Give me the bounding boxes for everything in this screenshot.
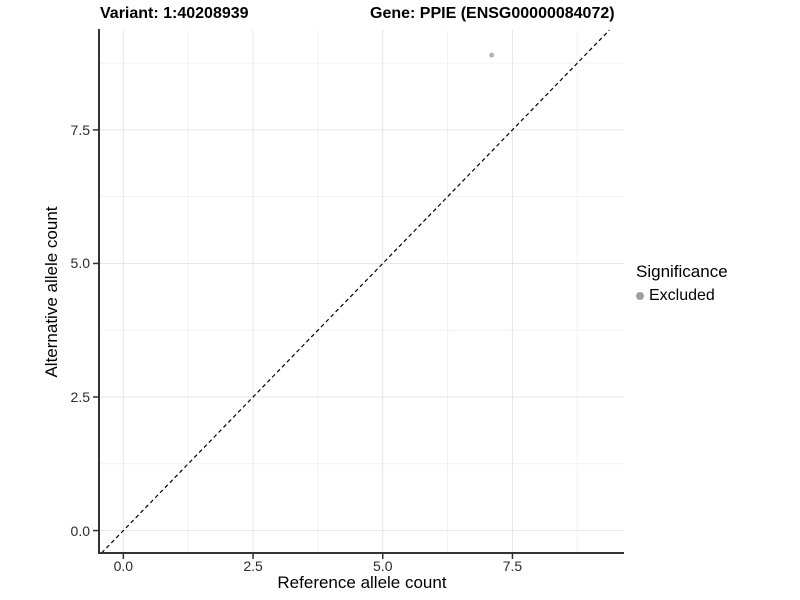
variant-title: Variant: 1:40208939 xyxy=(100,5,249,22)
x-tick-label: 2.5 xyxy=(243,558,263,574)
data-point-excluded xyxy=(489,52,495,58)
x-tick-label: 0.0 xyxy=(113,558,134,574)
legend-item-excluded: Excluded xyxy=(636,287,728,305)
x-tick-label: 5.0 xyxy=(373,558,393,574)
x-axis-label: Reference allele count xyxy=(277,573,447,592)
excluded-point-icon xyxy=(636,292,644,300)
y-tick-label: 5.0 xyxy=(70,255,90,272)
legend-item-label: Excluded xyxy=(649,287,715,304)
y-tick-label: 2.5 xyxy=(70,389,90,405)
y-tick-label: 7.5 xyxy=(70,121,90,138)
identity-line xyxy=(101,29,610,554)
gene-title: Gene: PPIE (ENSG00000084072) xyxy=(370,5,615,22)
legend: Significance Excluded xyxy=(636,262,728,305)
y-tick-label: 0.0 xyxy=(70,522,90,539)
legend-title: Significance xyxy=(636,262,728,281)
x-tick-label: 7.5 xyxy=(502,558,523,574)
